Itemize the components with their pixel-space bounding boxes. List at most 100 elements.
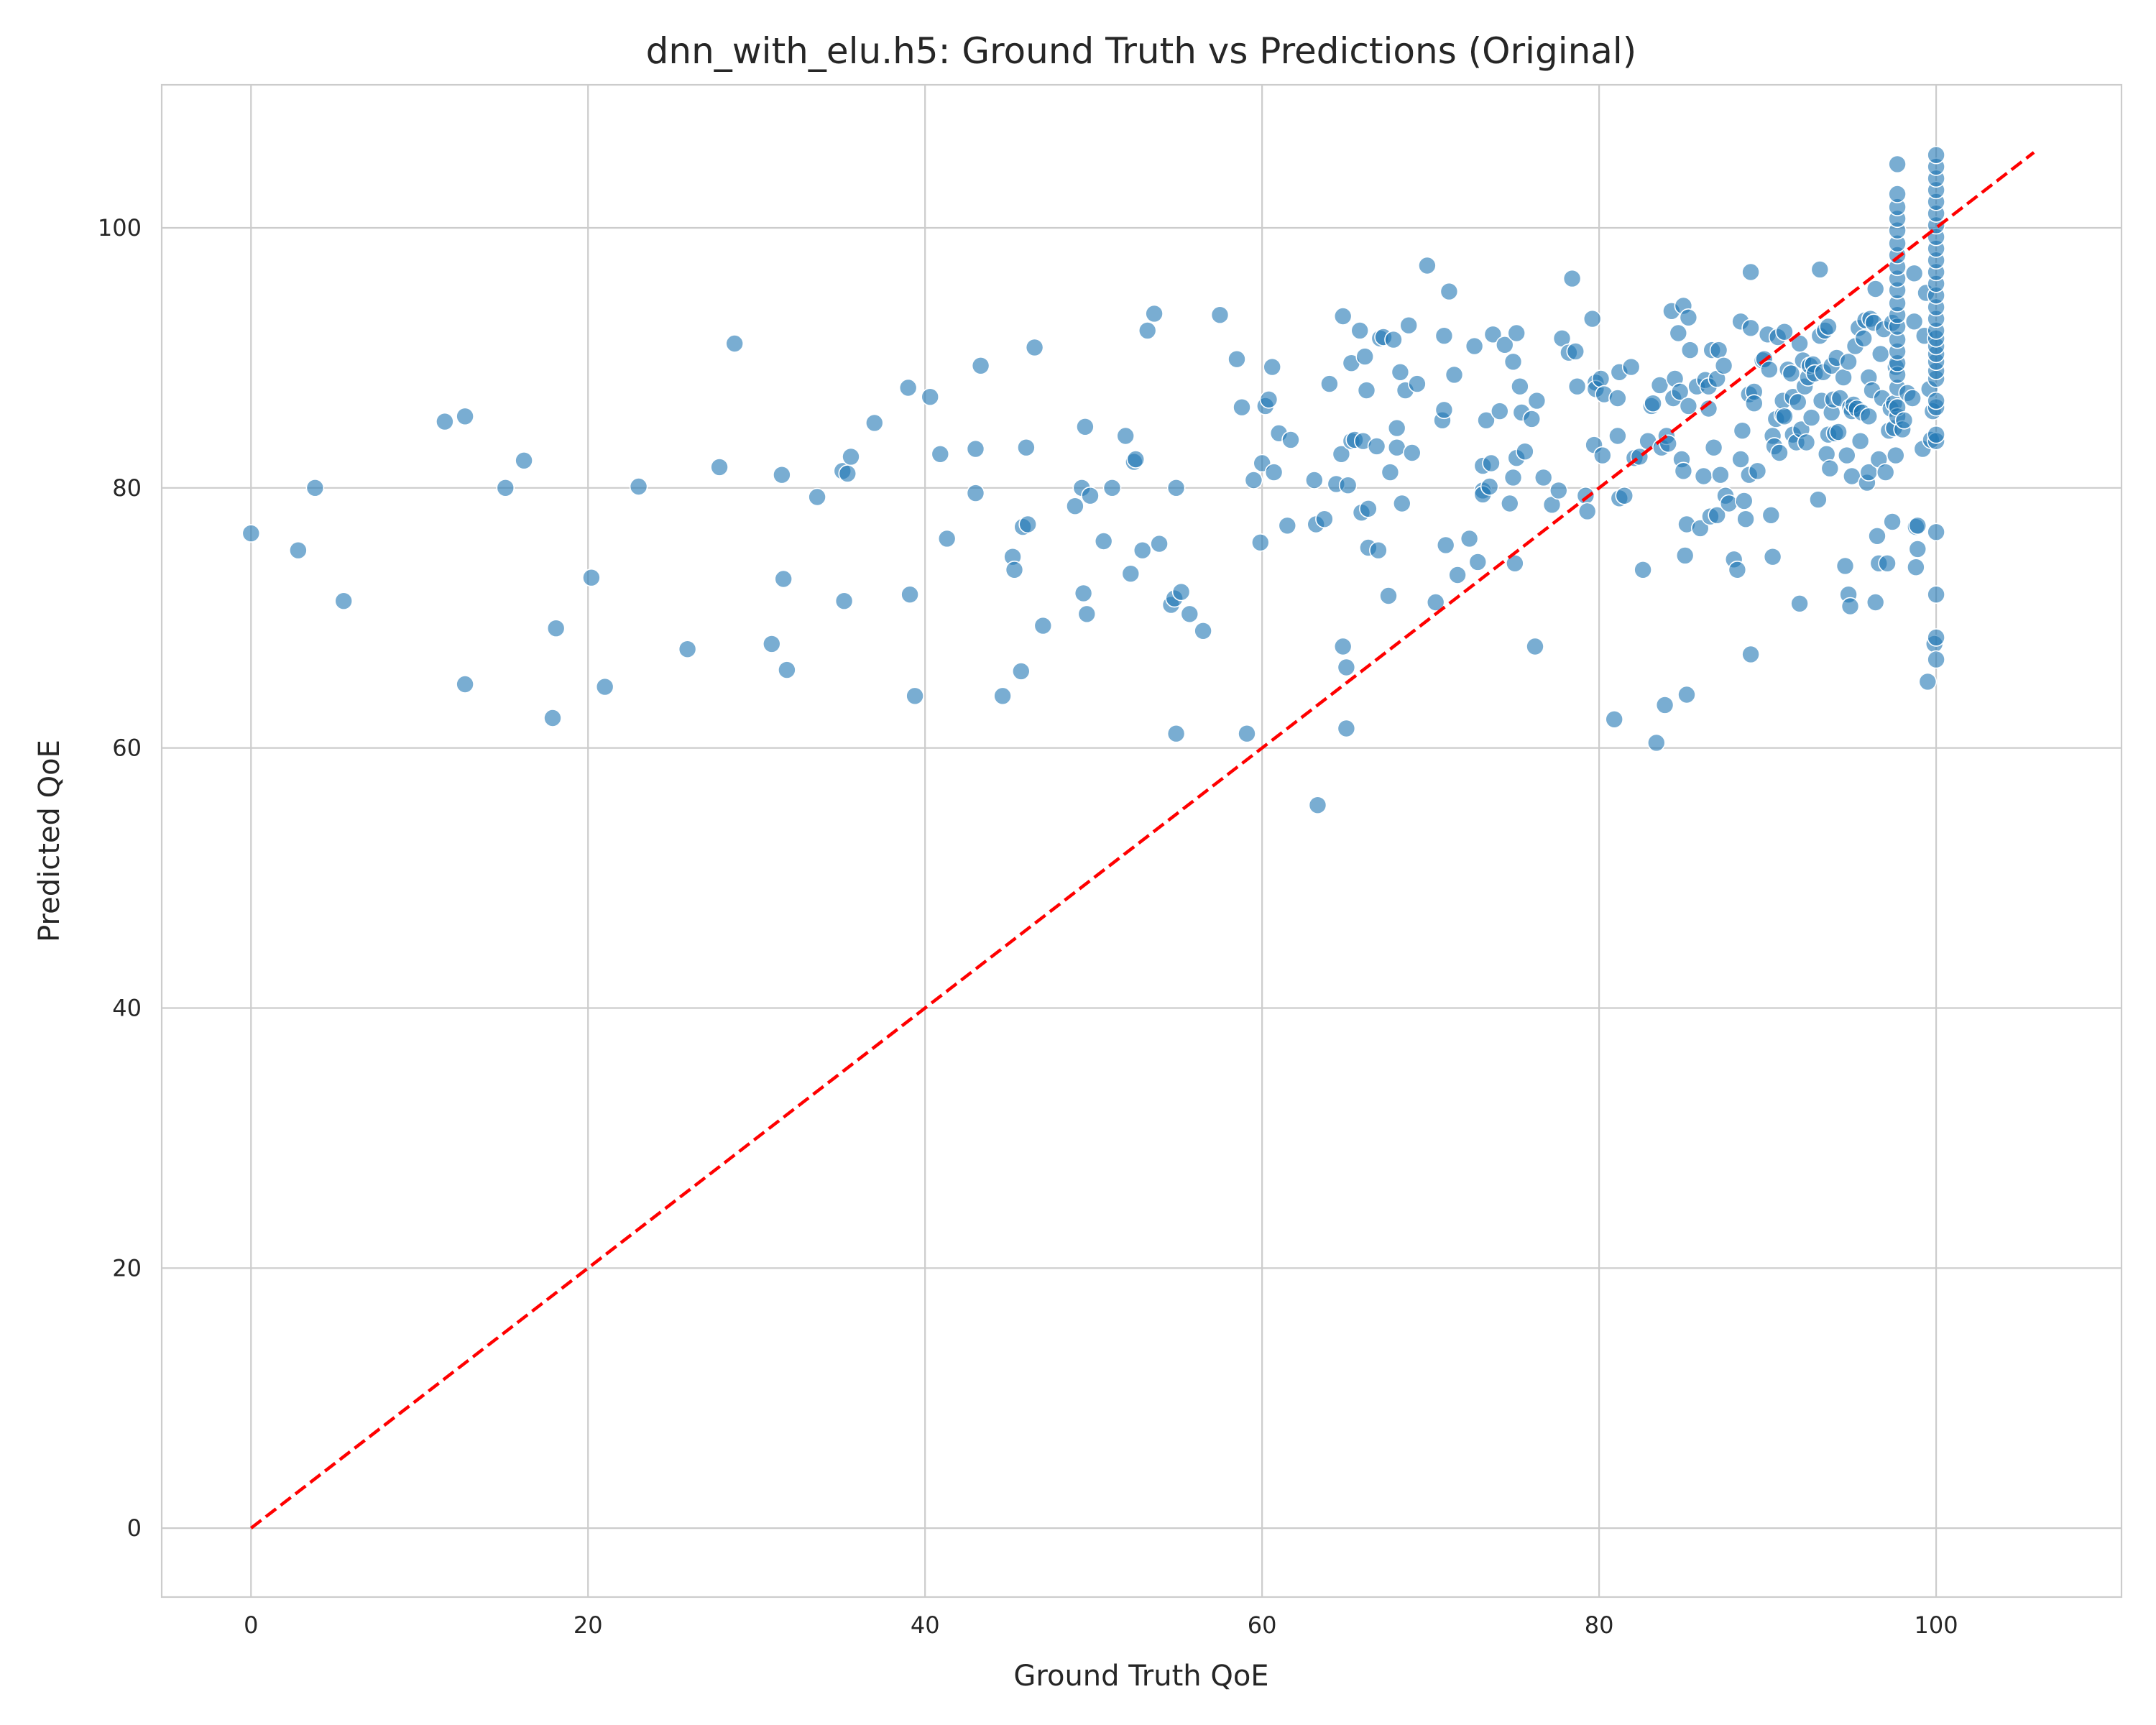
data-point — [1927, 145, 1945, 165]
data-point — [1501, 494, 1519, 513]
data-point — [1871, 344, 1890, 364]
data-point — [543, 709, 562, 727]
data-point — [1691, 519, 1710, 538]
data-point — [582, 568, 601, 587]
data-point — [1714, 356, 1733, 375]
y-tick-label: 20 — [112, 1254, 142, 1282]
data-point — [1876, 463, 1895, 482]
data-point — [1259, 390, 1279, 409]
data-point — [1591, 369, 1611, 388]
data-point — [1677, 685, 1696, 704]
data-point — [1760, 360, 1779, 380]
data-point — [1736, 510, 1755, 529]
data-point — [710, 458, 729, 477]
data-point — [1166, 478, 1186, 497]
data-point — [1728, 560, 1747, 579]
data-point — [334, 592, 354, 611]
data-point — [1393, 494, 1411, 513]
data-point — [515, 451, 533, 470]
data-point — [629, 477, 648, 496]
data-point — [808, 487, 826, 507]
data-point — [1379, 586, 1398, 605]
data-point — [1907, 558, 1925, 577]
data-point — [1851, 431, 1870, 451]
data-point — [1333, 307, 1353, 326]
data-point — [1359, 499, 1378, 518]
x-tick-label: 20 — [573, 1611, 603, 1639]
x-axis-label: Ground Truth QoE — [1013, 1660, 1268, 1693]
data-point — [1866, 280, 1885, 298]
data-point — [1886, 446, 1905, 465]
data-point — [1567, 377, 1587, 396]
data-point — [1904, 264, 1924, 283]
data-point — [1477, 410, 1496, 430]
data-point — [900, 585, 919, 604]
data-point — [1829, 423, 1848, 441]
data-point — [1790, 594, 1809, 613]
data-point — [1549, 481, 1568, 500]
data-point — [1733, 421, 1752, 441]
data-point — [1018, 515, 1037, 534]
data-point — [1927, 425, 1945, 444]
data-point — [1820, 459, 1840, 478]
data-point — [1775, 322, 1794, 341]
data-point — [1171, 582, 1191, 602]
data-point — [1387, 418, 1406, 438]
data-point — [1227, 349, 1246, 369]
data-point — [1615, 486, 1634, 505]
data-point — [1337, 658, 1356, 677]
data-point — [1133, 540, 1152, 560]
data-point — [1775, 407, 1794, 426]
data-point — [1434, 326, 1454, 346]
data-point — [1904, 312, 1924, 331]
data-point — [1680, 341, 1700, 359]
data-point — [1741, 645, 1760, 664]
data-point — [1621, 357, 1641, 377]
data-point — [1694, 466, 1713, 486]
data-point — [1927, 628, 1945, 647]
data-point — [1789, 392, 1807, 412]
data-point — [1367, 437, 1386, 456]
data-point — [1770, 443, 1789, 462]
data-point — [1903, 389, 1922, 408]
data-point — [1859, 407, 1879, 426]
data-point — [834, 592, 854, 611]
data-point — [1138, 321, 1157, 340]
x-tick-label: 60 — [1248, 1611, 1277, 1639]
data-point — [1608, 389, 1627, 408]
data-point — [1526, 637, 1544, 656]
data-point — [1482, 454, 1501, 473]
data-point — [1332, 444, 1351, 464]
data-point — [838, 464, 857, 483]
data-point — [993, 686, 1012, 706]
data-point — [305, 478, 325, 497]
data-point — [1194, 621, 1212, 640]
data-point — [1448, 566, 1467, 584]
data-point — [1503, 352, 1523, 372]
data-point — [1468, 553, 1488, 571]
data-point — [1878, 553, 1897, 573]
data-point — [1888, 185, 1907, 203]
data-point — [906, 686, 924, 706]
data-point — [966, 484, 985, 502]
data-point — [1927, 391, 1945, 410]
data-point — [1025, 338, 1044, 357]
data-point — [1426, 593, 1445, 612]
data-point — [1927, 585, 1945, 604]
data-point — [1709, 341, 1728, 359]
data-point — [1839, 352, 1858, 372]
data-point — [1883, 512, 1902, 531]
data-point — [1841, 597, 1860, 616]
data-point — [1522, 410, 1542, 428]
data-point — [1679, 308, 1698, 327]
data-point — [1647, 733, 1666, 753]
data-point — [1126, 450, 1146, 469]
data-point — [1244, 471, 1263, 489]
data-point — [1908, 516, 1927, 535]
data-point — [1005, 560, 1024, 579]
grid-lines — [162, 85, 2122, 1597]
data-point — [898, 378, 918, 397]
data-point — [842, 447, 860, 466]
data-point — [1338, 476, 1358, 495]
